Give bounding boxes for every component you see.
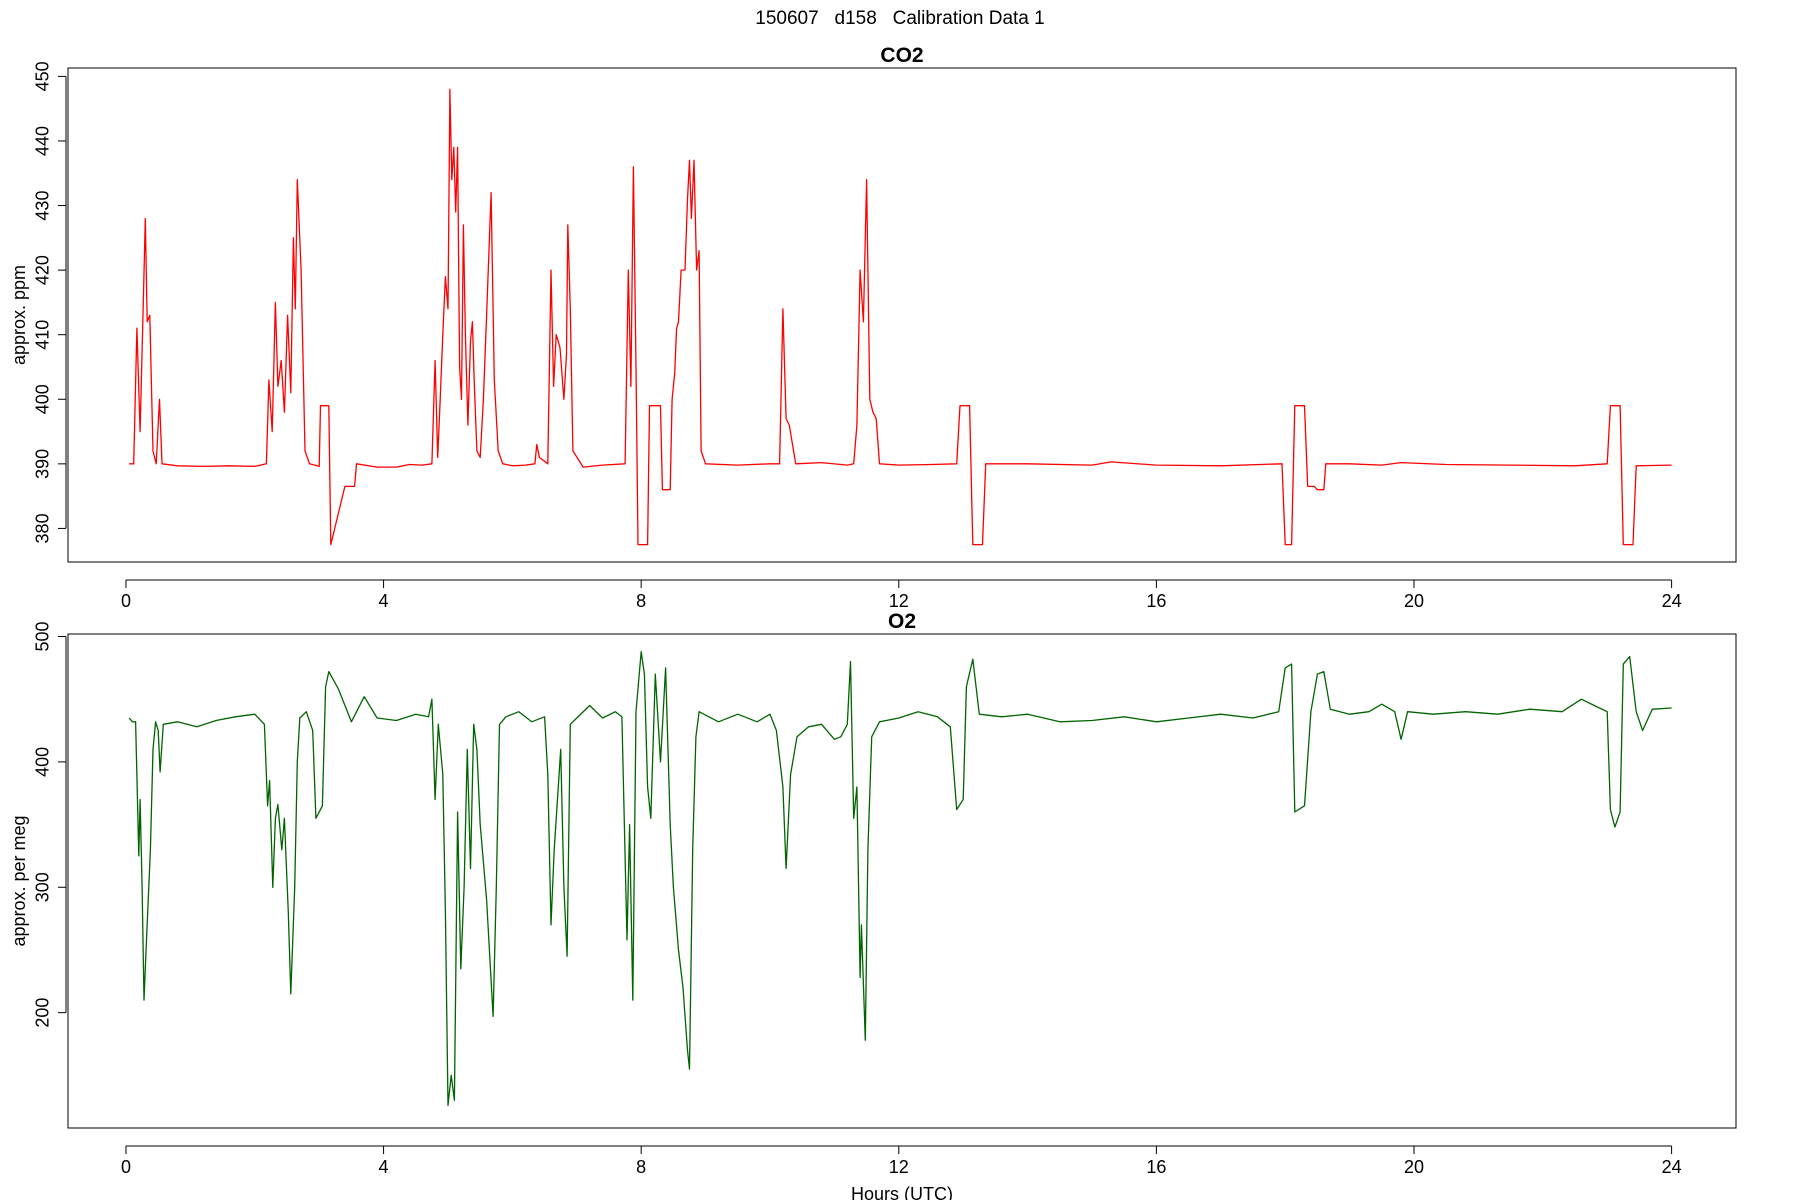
o2-y-tick-label: 200 [33,998,53,1028]
co2-y-tick-label: 410 [33,320,53,350]
co2-y-tick-label: 420 [33,255,53,285]
o2-y-tick-label: 400 [33,747,53,777]
o2-x-tick-label: 8 [636,1157,646,1177]
co2-x-tick-label: 16 [1146,591,1166,611]
co2-x-tick-label: 20 [1404,591,1424,611]
co2-y-tick-label: 390 [33,449,53,479]
co2-panel-title: CO2 [880,44,923,67]
o2-x-tick-label: 0 [121,1157,131,1177]
co2-x-tick-label: 8 [636,591,646,611]
o2-x-tick-label: 16 [1146,1157,1166,1177]
co2-x-tick-label: 24 [1662,591,1682,611]
co2-x-tick-label: 12 [889,591,909,611]
co2-y-tick-label: 440 [33,126,53,156]
figure-title: 150607 d158 Calibration Data 1 [755,8,1045,29]
co2-series-line [129,88,1672,546]
o2-x-axis-label: Hours (UTC) [851,1184,953,1200]
o2-x-tick-label: 20 [1404,1157,1424,1177]
o2-plot-frame [67,633,1737,1129]
co2-plot-frame [67,67,1737,563]
o2-x-tick-label: 24 [1662,1157,1682,1177]
co2-y-tick-label: 450 [33,61,53,91]
o2-x-tick-label: 4 [379,1157,389,1177]
o2-y-tick-label: 500 [33,621,53,651]
o2-y-axis-label: approx. per meg [9,815,29,946]
co2-x-tick-label: 4 [379,591,389,611]
o2-x-tick-label: 12 [889,1157,909,1177]
co2-y-tick-label: 400 [33,384,53,414]
o2-y-tick-label: 300 [33,872,53,902]
o2-panel-title: O2 [888,610,916,633]
co2-x-tick-label: 0 [121,591,131,611]
co2-y-tick-label: 430 [33,191,53,221]
co2-y-tick-label: 380 [33,513,53,543]
co2-y-axis-label: approx. ppm [9,265,29,365]
o2-series-line [128,650,1672,1107]
